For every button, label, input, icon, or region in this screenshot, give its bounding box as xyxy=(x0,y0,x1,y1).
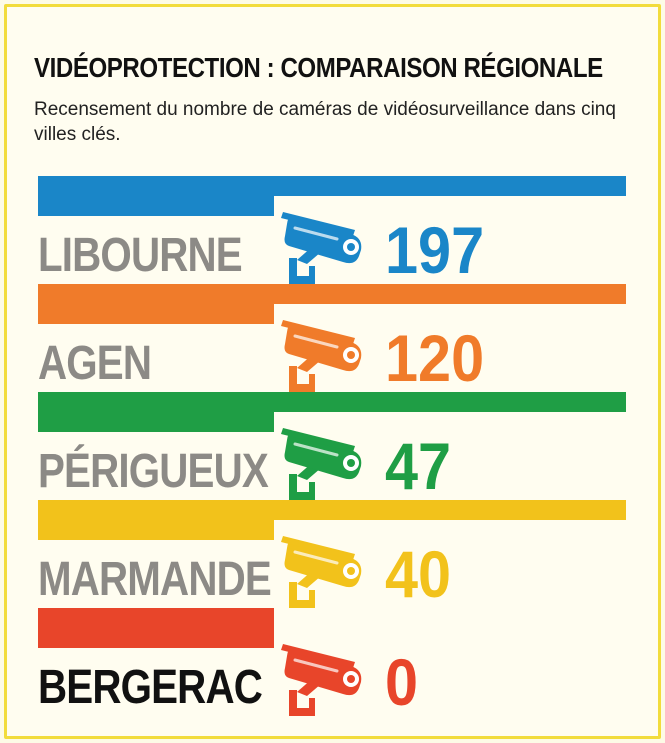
city-bar-extension xyxy=(274,392,626,412)
city-label: PÉRIGUEUX xyxy=(38,445,269,498)
city-bar xyxy=(38,284,274,324)
security-camera-icon xyxy=(281,212,362,284)
city-label: MARMANDE xyxy=(38,553,272,606)
camera-count-value: 40 xyxy=(385,537,452,611)
city-row: AGEN 120 xyxy=(0,284,665,395)
security-camera-icon xyxy=(281,644,362,716)
city-row: LIBOURNE 197 xyxy=(0,176,665,287)
city-bar xyxy=(38,608,274,648)
city-row: MARMANDE 40 xyxy=(0,500,665,611)
city-row: PÉRIGUEUX 47 xyxy=(0,392,665,503)
city-bar xyxy=(38,500,274,540)
security-camera-icon xyxy=(281,428,362,500)
city-label: BERGERAC xyxy=(38,661,263,714)
chart-title: VIDÉOPROTECTION : COMPARAISON RÉGIONALE xyxy=(34,52,603,83)
security-camera-icon xyxy=(281,536,362,608)
city-label: LIBOURNE xyxy=(38,229,243,282)
city-bar-extension xyxy=(274,176,626,196)
city-bar xyxy=(38,392,274,432)
chart-subtitle: Recensement du nombre de caméras de vidé… xyxy=(34,99,616,145)
city-bar-extension xyxy=(274,500,626,520)
city-bar-extension xyxy=(274,284,626,304)
city-label: AGEN xyxy=(38,337,152,390)
city-bar xyxy=(38,176,274,216)
security-camera-icon xyxy=(281,320,362,392)
camera-count-value: 197 xyxy=(385,213,485,287)
city-row: BERGERAC 0 xyxy=(0,608,665,719)
camera-count-value: 0 xyxy=(385,645,419,719)
camera-count-value: 47 xyxy=(385,429,452,503)
camera-count-value: 120 xyxy=(385,321,485,395)
